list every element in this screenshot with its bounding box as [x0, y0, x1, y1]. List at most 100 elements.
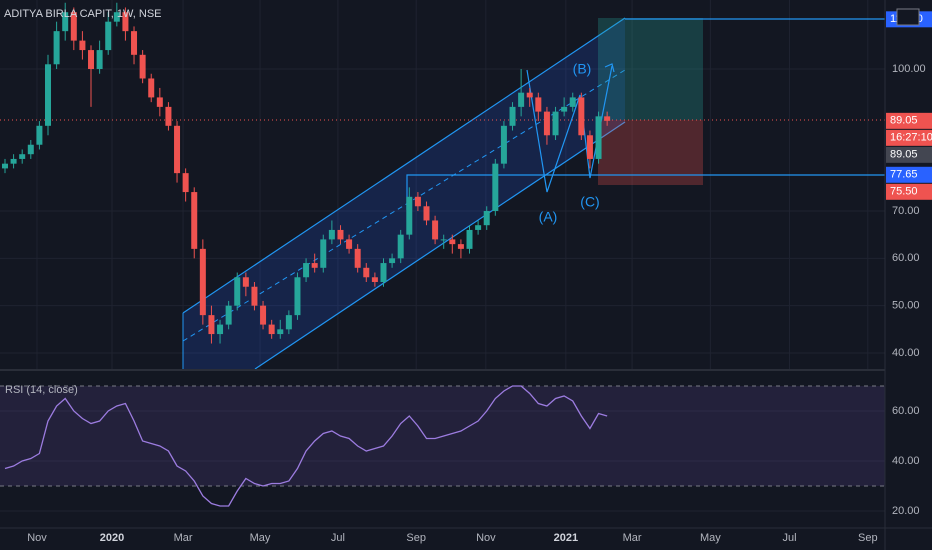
- candle-body: [148, 78, 155, 98]
- x-tick-label: Mar: [174, 532, 193, 544]
- candle-body: [492, 163, 499, 212]
- price-badge: [886, 129, 932, 146]
- candle-body: [217, 324, 224, 335]
- currency-box: [896, 8, 920, 26]
- x-tick-label: Jul: [782, 532, 796, 544]
- candle-body: [199, 248, 206, 316]
- candle-body: [543, 111, 550, 136]
- candle-body: [303, 263, 310, 278]
- rsi-line: [4, 385, 608, 507]
- candle-body: [432, 220, 439, 240]
- x-tick-label: Mar: [623, 532, 642, 544]
- price-badge-label: 77.65: [890, 169, 918, 181]
- x-tick-label: May: [250, 532, 271, 544]
- candle-body: [165, 106, 172, 126]
- y-tick-label: 40.00: [892, 455, 920, 467]
- channel-fill: [183, 18, 625, 369]
- candle-body: [363, 267, 370, 278]
- wave-label: (B): [573, 61, 592, 77]
- x-tick-label: Nov: [476, 532, 496, 544]
- candle-body: [277, 329, 284, 335]
- channel-lower: [254, 121, 626, 370]
- candle-body: [389, 258, 396, 264]
- y-tick-label: 70.00: [892, 205, 920, 217]
- x-tick-label: Sep: [406, 532, 426, 544]
- candle-body: [156, 97, 163, 107]
- price-badge-label: 16:27:10: [890, 132, 932, 144]
- candle-body: [483, 211, 490, 226]
- rsi: [0, 385, 885, 512]
- candle-body: [79, 40, 86, 51]
- candle-body: [174, 125, 181, 174]
- candle-body: [139, 54, 146, 79]
- candle-body: [62, 12, 69, 32]
- x-tick-label: 2021: [554, 532, 578, 544]
- candle-body: [242, 277, 249, 287]
- candle-body: [113, 12, 120, 22]
- candle-body: [578, 97, 585, 136]
- candle-body: [208, 315, 215, 335]
- candle-body: [337, 229, 344, 240]
- candle-body: [466, 229, 473, 249]
- candle-body: [285, 315, 292, 330]
- candle-body: [19, 154, 26, 159]
- stop-zone: [598, 120, 703, 185]
- candle-body: [509, 106, 516, 126]
- candle-body: [406, 196, 413, 235]
- channel-upper: [182, 17, 626, 314]
- price-badge: [886, 146, 932, 163]
- candle-body: [105, 21, 112, 51]
- wave-label: (A): [539, 209, 558, 225]
- wave-arrow: [604, 63, 615, 73]
- price-badge: [886, 183, 932, 200]
- y-tick-label: 40.00: [892, 347, 920, 359]
- candle-body: [346, 239, 353, 249]
- candle-body: [371, 277, 378, 282]
- x-tick-label: Jul: [331, 532, 345, 544]
- candle-body: [595, 116, 602, 159]
- candle-body: [475, 225, 482, 230]
- candle-body: [191, 192, 198, 249]
- candle-body: [311, 263, 318, 268]
- candle-body: [380, 263, 387, 282]
- candle-body: [27, 144, 34, 155]
- y-tick-label: 60.00: [892, 405, 920, 417]
- price-badge-label: 89.05: [890, 115, 918, 127]
- candle-body: [1, 163, 8, 169]
- chart-title: ADITYA BIRLA CAPIT, 1W, NSE: [4, 8, 162, 20]
- price-badge: [886, 112, 932, 129]
- candle-body: [414, 196, 421, 207]
- candle-body: [268, 324, 275, 335]
- candle-body: [518, 92, 525, 107]
- price-badge-label: 89.05: [890, 149, 918, 161]
- candle-body: [225, 305, 232, 325]
- price-badge: [886, 166, 932, 183]
- candle-body: [586, 135, 593, 159]
- candle-body: [569, 97, 576, 107]
- y-tick-label: 60.00: [892, 252, 920, 264]
- candle-body: [500, 125, 507, 164]
- candle-body: [45, 64, 52, 126]
- candle-body: [260, 305, 267, 325]
- y-tick-label: 100.00: [892, 63, 926, 75]
- candle-body: [251, 286, 258, 306]
- candle-body: [354, 248, 361, 268]
- candle-body: [535, 97, 542, 112]
- x-tick-label: 2020: [100, 532, 124, 544]
- candle-body: [328, 229, 335, 240]
- candles: [1, 2, 611, 344]
- target-zone: [598, 18, 703, 120]
- x-tick-label: Sep: [858, 532, 878, 544]
- y-tick-label: 20.00: [892, 505, 920, 517]
- candle-body: [457, 244, 464, 249]
- candle-body: [440, 239, 447, 241]
- x-tick-label: May: [700, 532, 721, 544]
- candle-body: [320, 239, 327, 268]
- channel-mid: [182, 69, 626, 342]
- candle-body: [449, 239, 456, 245]
- candle-body: [552, 111, 559, 136]
- candle-body: [53, 31, 60, 65]
- x-tick-label: Nov: [27, 532, 47, 544]
- candle-body: [294, 277, 301, 316]
